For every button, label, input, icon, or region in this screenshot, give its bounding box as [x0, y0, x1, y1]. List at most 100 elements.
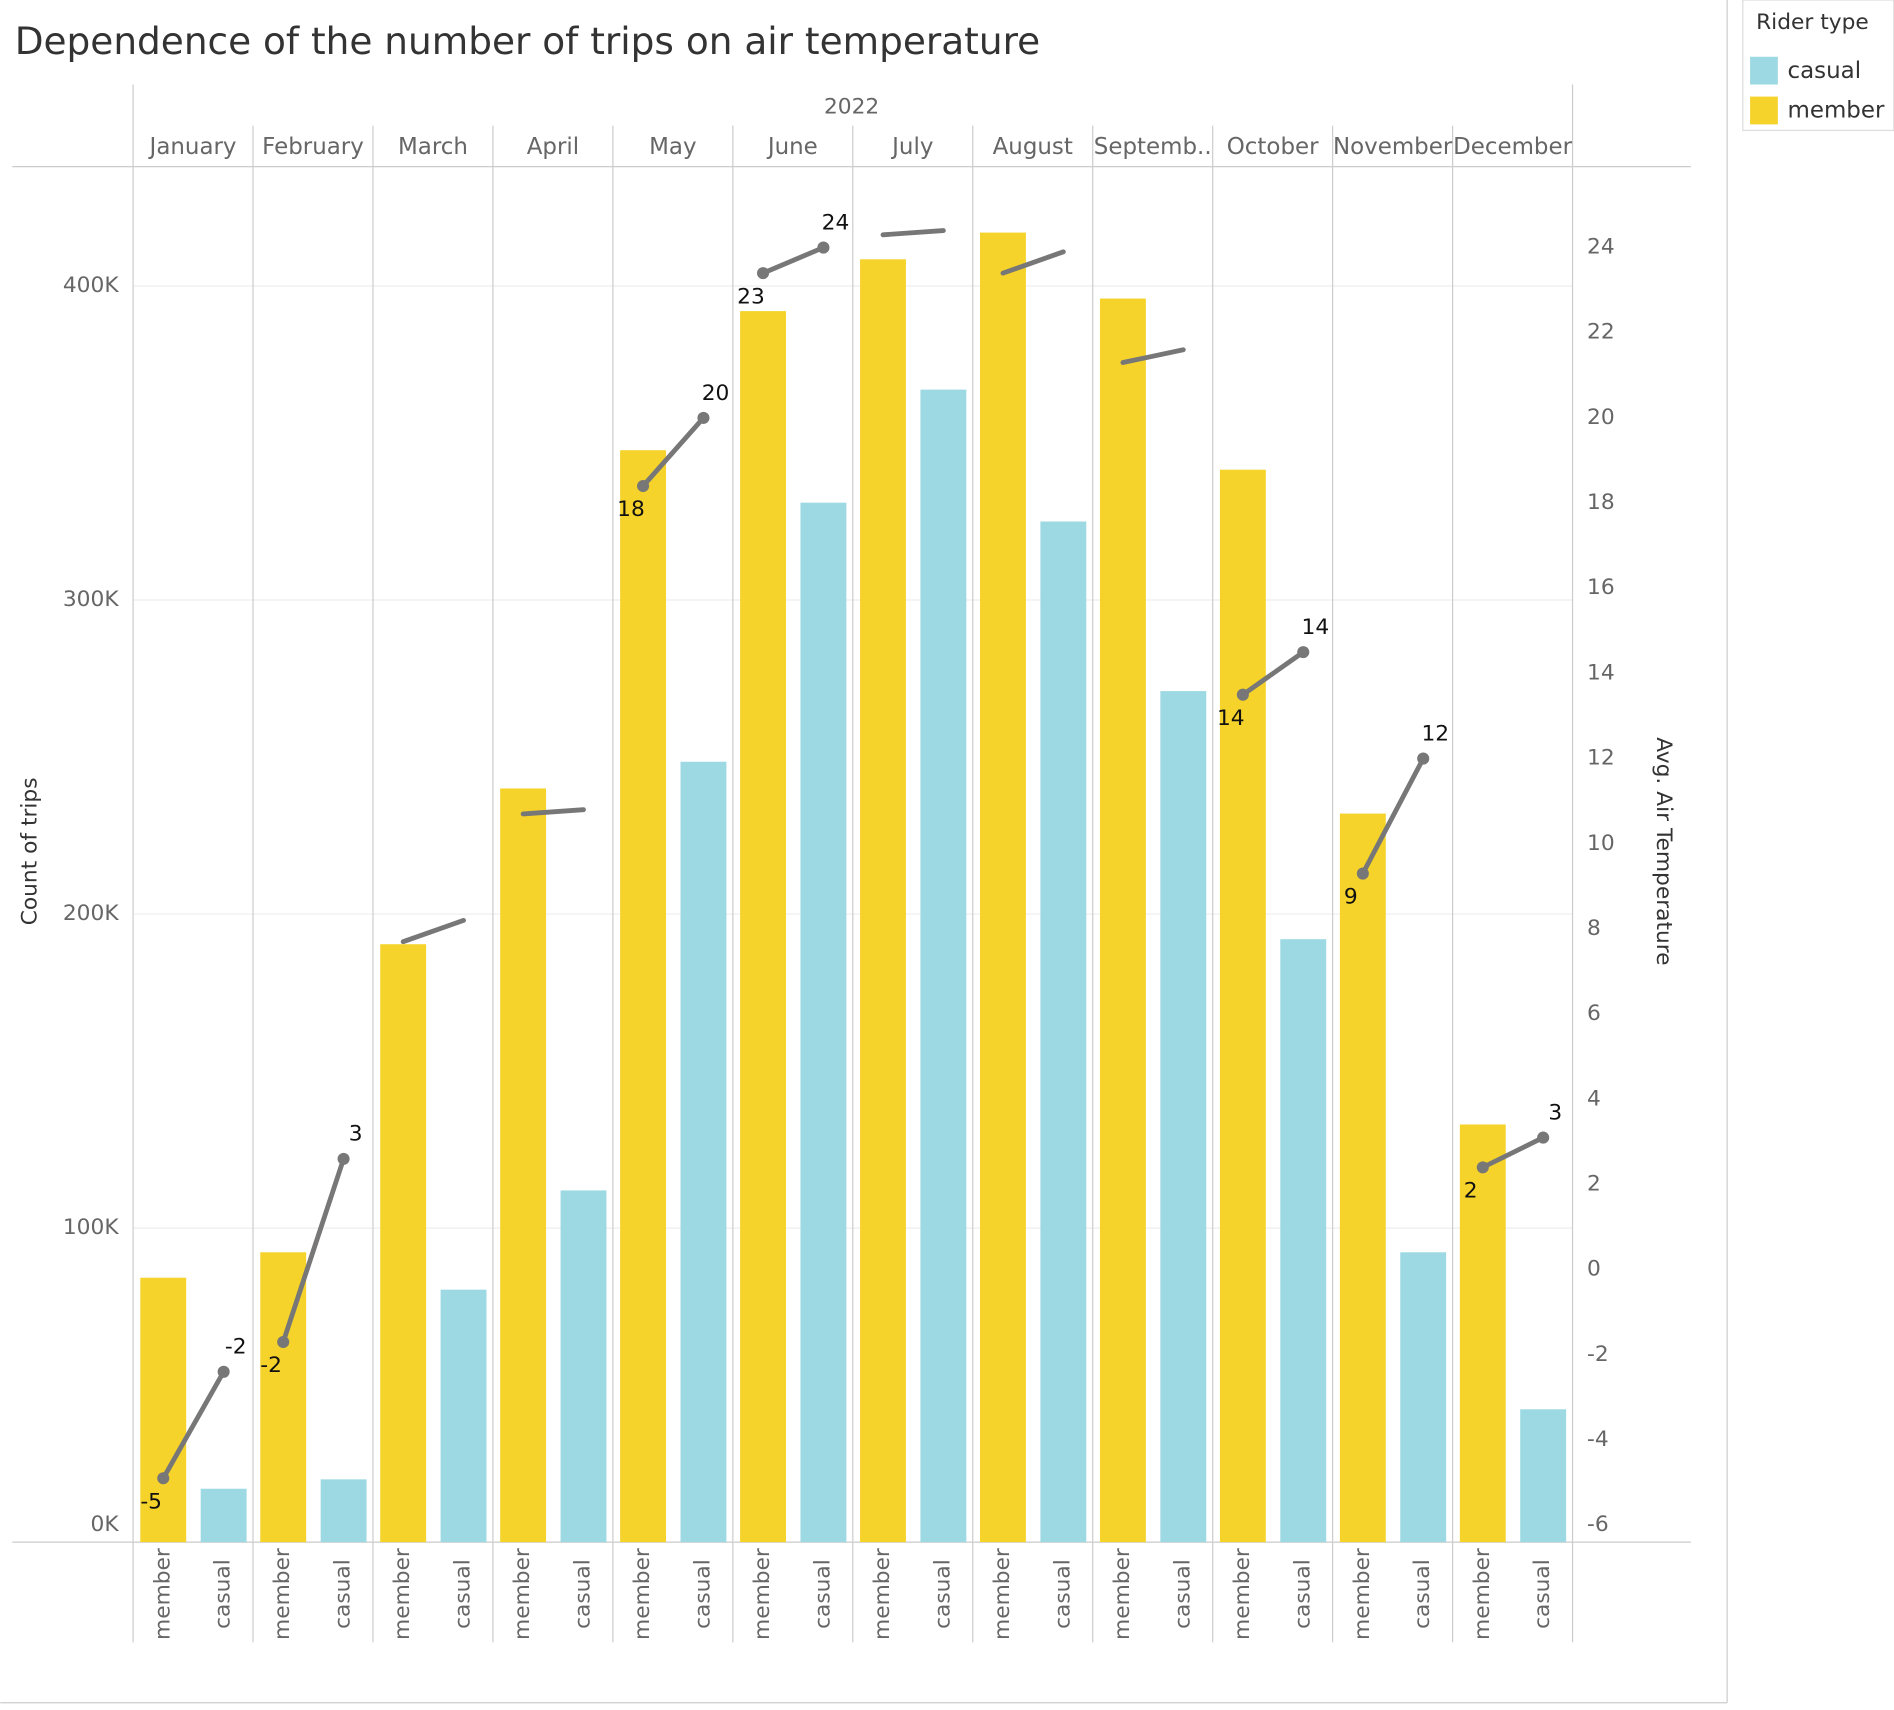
- y2-tick-label: 12: [1587, 746, 1615, 771]
- legend-label: casual: [1788, 58, 1862, 84]
- y-axis-title: Count of trips: [17, 777, 42, 925]
- temperature-point: [337, 1152, 350, 1165]
- bar: [980, 232, 1026, 1543]
- temperature-label: 3: [1548, 1100, 1562, 1125]
- bar: [1099, 298, 1146, 1543]
- temperature-label: 23: [737, 284, 765, 309]
- month-label: July: [890, 134, 933, 160]
- temperature-line: [160, 1369, 227, 1481]
- temperature-line: [1360, 756, 1426, 876]
- y2-tick-label: 16: [1587, 575, 1615, 600]
- bar-category-label: casual: [1050, 1559, 1075, 1629]
- y2-tick-label: -2: [1587, 1342, 1609, 1367]
- bar: [1459, 1124, 1506, 1543]
- bar: [620, 450, 667, 1543]
- temperature-line: [1240, 649, 1306, 698]
- bar-category-label: member: [1470, 1548, 1495, 1640]
- y2-tick-label: 22: [1587, 320, 1615, 345]
- temperature-label: 12: [1421, 721, 1449, 746]
- temperature-point: [1417, 752, 1430, 765]
- bar-category-label: casual: [1290, 1559, 1315, 1629]
- bar-category-label: member: [1350, 1548, 1375, 1640]
- bar: [1339, 813, 1386, 1543]
- temperature-line: [520, 807, 586, 817]
- bar: [1160, 691, 1207, 1543]
- y2-tick-label: 0: [1587, 1257, 1601, 1282]
- bar-category-label: casual: [451, 1559, 476, 1629]
- temperature-point: [637, 480, 650, 493]
- temperature-line: [640, 415, 706, 489]
- temperature-line: [1120, 347, 1186, 365]
- y2-tick-label: 24: [1587, 235, 1615, 260]
- bar-category-label: casual: [571, 1559, 596, 1629]
- bar-category-label: casual: [1410, 1559, 1435, 1629]
- bar-category-label: member: [990, 1548, 1015, 1640]
- bar-category-label: casual: [211, 1559, 236, 1629]
- temperature-label: 24: [822, 210, 850, 235]
- bar: [1280, 939, 1327, 1543]
- bar-category-label: member: [390, 1548, 415, 1640]
- month-label: March: [398, 134, 468, 160]
- bar-category-label: member: [510, 1548, 535, 1640]
- temperature-line: [1000, 249, 1066, 276]
- bar-category-label: member: [270, 1548, 295, 1640]
- bar: [1520, 1409, 1567, 1543]
- bar: [320, 1479, 367, 1543]
- bar-category-label: member: [1230, 1548, 1255, 1640]
- bar: [920, 389, 967, 1543]
- temperature-point: [277, 1335, 290, 1349]
- temperature-label: 3: [349, 1122, 363, 1147]
- temperature-label: 14: [1217, 706, 1245, 731]
- bar-category-label: casual: [1170, 1559, 1195, 1629]
- temperature-point: [1537, 1131, 1550, 1144]
- y2-tick-label: 14: [1587, 660, 1615, 685]
- temperature-point: [217, 1365, 230, 1378]
- temperature-label: -2: [225, 1335, 247, 1360]
- temperature-label: 14: [1302, 615, 1330, 640]
- y-tick-label: 400K: [63, 273, 119, 298]
- bar-category-label: member: [150, 1548, 175, 1640]
- month-label: April: [527, 134, 579, 160]
- temperature-point: [757, 267, 770, 280]
- bar-category-label: member: [1110, 1548, 1135, 1640]
- temperature-line: [280, 1156, 347, 1345]
- month-label: January: [148, 134, 237, 160]
- bar: [560, 1190, 607, 1543]
- legend-title: Rider type: [1756, 10, 1869, 35]
- temperature-line: [760, 245, 826, 276]
- bar-category-label: casual: [930, 1559, 955, 1629]
- temperature-point: [1297, 646, 1310, 659]
- temperature-point: [1356, 867, 1369, 880]
- bar: [800, 502, 847, 1543]
- temperature-point: [697, 411, 710, 424]
- bar: [380, 944, 427, 1543]
- legend-swatch: [1750, 56, 1778, 85]
- legend-swatch: [1750, 96, 1778, 125]
- bar: [740, 311, 786, 1543]
- bar: [140, 1277, 187, 1543]
- y2-tick-label: 6: [1587, 1001, 1601, 1026]
- month-label: May: [649, 134, 696, 160]
- bar: [1400, 1252, 1447, 1543]
- y2-tick-label: 8: [1587, 916, 1601, 941]
- temperature-point: [157, 1472, 170, 1485]
- bar-category-label: casual: [1530, 1559, 1555, 1629]
- y2-tick-label: -4: [1587, 1427, 1609, 1452]
- legend-label: member: [1788, 98, 1885, 124]
- month-label: August: [993, 134, 1073, 160]
- y-tick-label: 0K: [91, 1512, 120, 1537]
- month-label: December: [1453, 134, 1573, 160]
- month-label: February: [262, 134, 364, 160]
- temperature-line: [880, 228, 946, 238]
- temperature-label: 9: [1344, 885, 1358, 910]
- bar: [680, 761, 727, 1543]
- temperature-point: [1476, 1161, 1489, 1174]
- temperature-point: [1236, 688, 1249, 701]
- y2-tick-label: 2: [1587, 1171, 1601, 1196]
- bar: [200, 1488, 247, 1543]
- month-label: November: [1333, 134, 1453, 160]
- temperature-label: -5: [140, 1489, 162, 1514]
- month-label: June: [766, 134, 818, 160]
